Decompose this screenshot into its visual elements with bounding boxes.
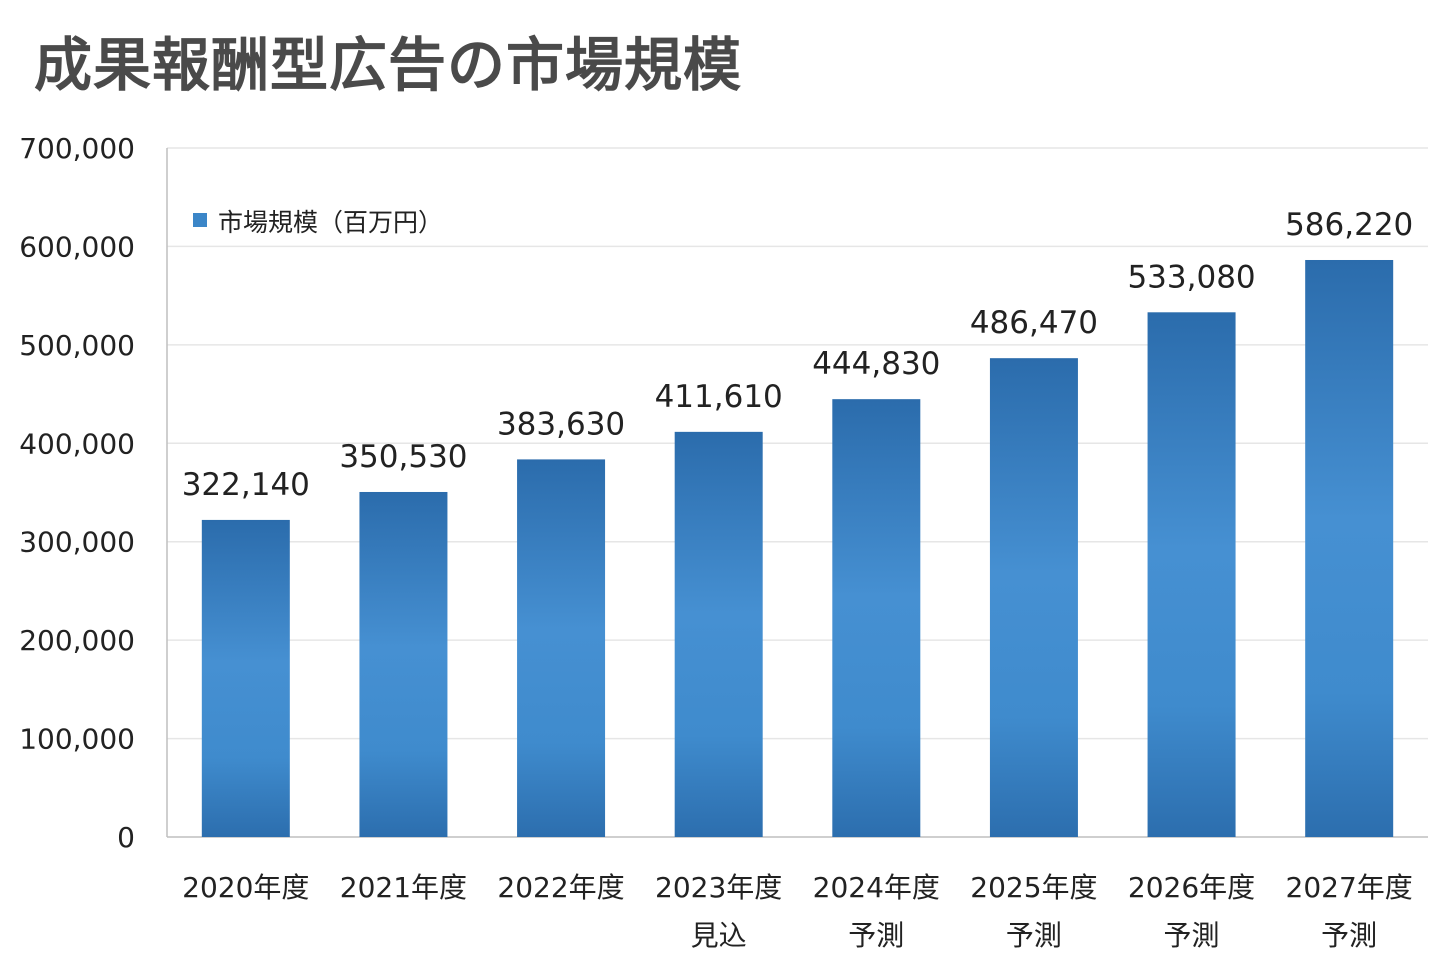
x-tick-label: 2023年度	[655, 871, 782, 904]
bar	[359, 491, 448, 837]
x-tick-label: 2020年度	[182, 871, 309, 904]
data-label: 586,220	[1285, 207, 1413, 243]
data-label: 533,080	[1127, 259, 1255, 295]
legend-swatch	[193, 213, 207, 227]
bar	[1147, 312, 1236, 837]
y-tick-label: 0	[117, 821, 135, 854]
x-tick-note: 予測	[848, 919, 904, 952]
legend: 市場規模（百万円）	[193, 208, 443, 237]
x-tick-label: 2025年度	[970, 871, 1097, 904]
x-tick-note: 予測	[1006, 919, 1062, 952]
bar	[201, 519, 290, 837]
y-tick-label: 400,000	[19, 427, 135, 460]
x-tick-label: 2022年度	[497, 871, 624, 904]
y-tick-label: 100,000	[19, 723, 135, 756]
labels: 0 100,000 200,000 300,000 400,000 500,000 600,…	[19, 132, 1413, 952]
x-tick-note: 予測	[1321, 919, 1377, 952]
page-title: 成果報酬型広告の市場規模	[34, 31, 743, 99]
y-tick-label: 300,000	[19, 526, 135, 559]
data-label: 486,470	[970, 305, 1098, 341]
bar	[832, 399, 921, 837]
axes	[166, 148, 1428, 838]
data-label: 350,530	[339, 439, 467, 475]
y-tick-label: 700,000	[19, 132, 135, 165]
bar	[1305, 259, 1394, 837]
bar	[674, 431, 763, 837]
y-tick-label: 500,000	[19, 329, 135, 362]
x-tick-note: 予測	[1164, 919, 1220, 952]
x-tick-label: 2026年度	[1128, 871, 1255, 904]
x-tick-note: 見込	[691, 919, 747, 952]
x-tick-label: 2021年度	[340, 871, 467, 904]
legend-label: 市場規模（百万円）	[218, 208, 443, 237]
x-tick-label: 2027年度	[1286, 871, 1413, 904]
data-label: 383,630	[497, 406, 625, 442]
data-label: 411,610	[655, 379, 783, 415]
data-label: 444,830	[812, 346, 940, 382]
y-tick-label: 200,000	[19, 624, 135, 657]
y-tick-label: 600,000	[19, 230, 135, 263]
data-label: 322,140	[182, 467, 310, 503]
x-tick-label: 2024年度	[813, 871, 940, 904]
bar	[517, 459, 606, 837]
bar	[989, 358, 1078, 837]
bars	[201, 259, 1394, 837]
